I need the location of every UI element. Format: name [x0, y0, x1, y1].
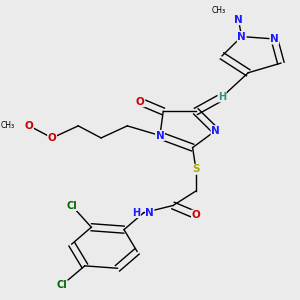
Text: Cl: Cl [56, 280, 67, 290]
Text: N: N [270, 34, 279, 44]
Text: N: N [234, 15, 243, 25]
Text: CH₃: CH₃ [1, 122, 15, 130]
Text: N: N [145, 208, 154, 218]
Text: N: N [156, 130, 164, 140]
Text: Cl: Cl [66, 200, 77, 211]
Text: O: O [191, 210, 200, 220]
Text: N: N [237, 32, 246, 42]
Text: O: O [136, 97, 145, 107]
Text: H: H [133, 208, 141, 218]
Text: O: O [25, 121, 34, 131]
Text: S: S [192, 164, 200, 174]
Text: N: N [211, 126, 220, 136]
Text: O: O [48, 133, 56, 143]
Text: CH₃: CH₃ [212, 6, 226, 15]
Text: H: H [218, 92, 226, 102]
